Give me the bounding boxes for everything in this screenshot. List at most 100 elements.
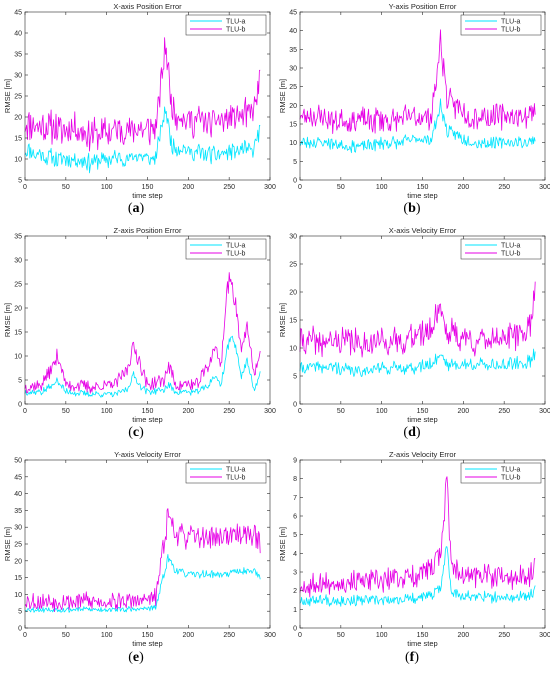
y-tick-label: 5 [18,609,22,616]
y-axis-label: RMSE [m] [278,527,287,561]
x-tick-label: 150 [417,408,429,415]
x-tick-label: 200 [182,408,194,415]
chart-title: Z-axis Velocity Error [389,450,457,459]
x-tick-label: 300 [264,632,276,639]
x-tick-label: 250 [498,408,510,415]
legend-label-tlu-a: TLU-a [226,243,246,250]
y-tick-label: 10 [14,592,22,599]
y-tick-label: 0 [293,626,297,633]
x-tick-label: 100 [101,632,113,639]
x-tick-label: 0 [298,408,302,415]
y-tick-label: 15 [14,136,22,143]
y-tick-label: 8 [293,476,297,483]
legend-label-tlu-b: TLU-b [226,251,246,258]
legend-label-tlu-b: TLU-b [501,27,521,34]
x-tick-label: 50 [62,184,70,191]
x-tick-label: 250 [498,632,510,639]
x-tick-label: 150 [142,184,154,191]
x-tick-label: 50 [337,632,345,639]
panel-letter-caption: (e) [128,650,144,665]
y-tick-label: 20 [14,558,22,565]
legend-box [460,14,542,36]
chart-panel-3: 0 50 100 150 200 250 300 0 5 10 15 20 25 30 35 Z-axis P… [3,226,276,424]
series-line-tlu-a [24,554,261,613]
y-tick-label: 5 [293,532,297,539]
series-line-tlu-b [299,29,536,135]
y-tick-label: 0 [18,402,22,409]
chart-title: Y-axis Position Error [389,2,457,11]
y-tick-label: 35 [289,47,297,54]
y-tick-label: 2 [293,588,297,595]
y-tick-label: 15 [289,318,297,325]
x-tick-label: 250 [223,408,235,415]
chart-title: Y-axis Velocity Error [114,450,181,459]
y-tick-label: 40 [14,31,22,38]
x-tick-label: 150 [142,632,154,639]
y-tick-label: 5 [18,178,22,185]
legend-label-tlu-a: TLU-a [501,19,521,26]
chart-panel-1: 0 50 100 150 200 250 300 5 10 15 20 25 30 35 40 45 X-axi… [3,2,276,200]
y-tick-label: 20 [14,115,22,122]
plot-area [300,236,545,404]
x-tick-label: 50 [62,632,70,639]
x-tick-label: 0 [23,632,27,639]
y-tick-label: 10 [289,140,297,147]
y-tick-label: 40 [289,28,297,35]
x-tick-label: 200 [457,632,469,639]
y-tick-label: 0 [293,402,297,409]
y-tick-label: 9 [293,458,297,465]
y-tick-label: 40 [14,491,22,498]
panel-letter-caption: (a) [128,201,145,216]
series-line-tlu-a [299,348,536,377]
y-tick-label: 4 [293,551,297,558]
x-tick-label: 250 [223,184,235,191]
legend-label-tlu-b: TLU-b [501,475,521,482]
x-tick-label: 0 [298,184,302,191]
x-tick-label: 250 [498,184,510,191]
panel-letter-caption: (b) [403,201,420,216]
y-tick-label: 15 [289,122,297,129]
y-tick-label: 20 [289,103,297,110]
x-tick-label: 100 [376,632,388,639]
x-axis-label: time step [407,415,437,424]
x-tick-label: 150 [417,184,429,191]
y-axis-label: RMSE [m] [3,527,12,561]
legend-label-tlu-a: TLU-a [501,243,521,250]
y-tick-label: 7 [293,495,297,502]
plot-area [25,236,270,404]
y-axis-label: RMSE [m] [278,303,287,337]
series-line-tlu-b [24,508,261,612]
y-tick-label: 5 [18,378,22,385]
chart-panel-6: 0 50 100 150 200 250 300 0 1 2 3 4 5 6 7 8 9 Z-axis Veloc… [278,450,550,648]
y-tick-label: 25 [289,262,297,269]
x-tick-label: 150 [142,408,154,415]
series-line-tlu-a [24,106,261,174]
x-axis-label: time step [132,639,162,648]
x-axis-label: time step [132,415,162,424]
y-tick-label: 15 [14,330,22,337]
x-tick-label: 300 [539,184,550,191]
y-tick-label: 6 [293,514,297,521]
series-line-tlu-a [299,98,536,154]
legend-label-tlu-a: TLU-a [226,19,246,26]
x-axis-label: time step [407,639,437,648]
y-tick-label: 20 [14,306,22,313]
series-line-tlu-b [24,37,261,152]
series-line-tlu-a [24,335,261,398]
legend-label-tlu-a: TLU-a [226,467,246,474]
y-axis-label: RMSE [m] [278,79,287,113]
series-line-tlu-a [299,546,536,607]
plot-area [25,460,270,628]
legend-label-tlu-b: TLU-b [226,475,246,482]
x-tick-label: 100 [376,184,388,191]
x-axis-label: time step [407,191,437,200]
y-tick-label: 0 [18,626,22,633]
x-tick-label: 300 [264,408,276,415]
chart-panel-2: 0 50 100 150 200 250 300 0 5 10 15 20 25 30 35 40 45 Y-ax… [278,2,550,200]
x-axis-label: time step [132,191,162,200]
x-tick-label: 250 [223,632,235,639]
x-tick-label: 300 [539,408,550,415]
x-tick-label: 200 [182,184,194,191]
y-tick-label: 15 [14,575,22,582]
